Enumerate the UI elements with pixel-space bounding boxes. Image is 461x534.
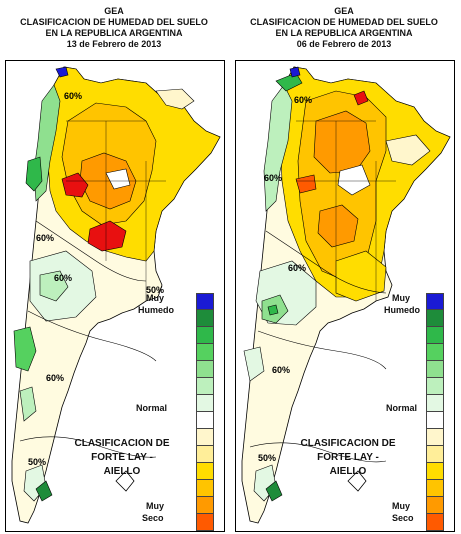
legend-swatch	[426, 514, 444, 531]
map-date: 13 de Febrero de 2013	[66, 39, 162, 49]
title-line1: CLASIFICACION DE HUMEDAD DEL SUELO	[250, 17, 438, 27]
contour-label: 60%	[46, 373, 64, 383]
argentina-map-svg: 60% 60% 60% 50% 60% 50%	[11, 66, 221, 524]
legend-swatch	[426, 480, 444, 497]
map-date: 06 de Febrero de 2013	[296, 39, 392, 49]
soil-moisture-map: 60% 60% 60% 60% 50% Muy Humedo Normal Mu…	[235, 60, 455, 532]
legend-bottom-label-1: Muy	[392, 501, 410, 511]
legend-swatch	[426, 446, 444, 463]
legend-swatch	[426, 327, 444, 344]
legend-swatch	[196, 480, 214, 497]
title-line2: EN LA REPUBLICA ARGENTINA	[275, 28, 413, 38]
legend-mid-label: Normal	[386, 403, 418, 413]
classification-title-2: FORTE LAY - AIELLO	[91, 452, 153, 477]
legend-swatch	[426, 361, 444, 378]
legend-swatch	[426, 378, 444, 395]
legend-bottom-label-1: Muy	[146, 501, 164, 511]
panel-title-block: GEA CLASIFICACION DE HUMEDAD DEL SUELO E…	[232, 6, 456, 50]
header-gea: GEA	[334, 6, 354, 16]
contour-label: 60%	[36, 233, 54, 243]
argentina-map-svg: 60% 60% 60% 60% 50%	[241, 66, 451, 524]
classification-title: CLASIFICACION DE FORTE LAY - AIELLO	[298, 437, 398, 479]
map-panel-left: GEA CLASIFICACION DE HUMEDAD DEL SUELO E…	[2, 0, 226, 534]
legend-top-label-2: Humedo	[138, 305, 174, 315]
contour-label: 60%	[272, 365, 290, 375]
contour-label: 60%	[264, 173, 282, 183]
legend-top-label-2: Humedo	[384, 305, 420, 315]
legend-swatch	[196, 497, 214, 514]
legend-swatch	[426, 412, 444, 429]
legend-swatch	[196, 463, 214, 480]
legend-swatch	[196, 412, 214, 429]
legend-swatch	[426, 497, 444, 514]
legend-scale	[426, 293, 444, 532]
legend-bottom-label-2: Seco	[142, 513, 164, 523]
legend-swatch	[196, 378, 214, 395]
contour-label: 60%	[54, 273, 72, 283]
legend-swatch	[196, 310, 214, 327]
contour-label: 60%	[294, 95, 312, 105]
classification-title: CLASIFICACION DE FORTE LAY - AIELLO	[72, 437, 172, 479]
legend-swatch	[426, 531, 444, 532]
contour-label: 50%	[28, 457, 46, 467]
legend-swatch	[196, 361, 214, 378]
legend-swatch	[426, 395, 444, 412]
contour-label: 50%	[258, 453, 276, 463]
legend-swatch	[426, 463, 444, 480]
legend-swatch	[196, 531, 214, 532]
legend-swatch	[426, 310, 444, 327]
legend-scale	[196, 293, 214, 532]
legend-swatch	[426, 344, 444, 361]
map-panel-right: GEA CLASIFICACION DE HUMEDAD DEL SUELO E…	[232, 0, 456, 534]
contour-label: 50%	[146, 285, 164, 295]
title-line2: EN LA REPUBLICA ARGENTINA	[45, 28, 183, 38]
classification-title-1: CLASIFICACION DE	[300, 438, 396, 449]
legend-swatch	[196, 514, 214, 531]
classification-title-2: FORTE LAY - AIELLO	[317, 452, 379, 477]
legend-swatch	[426, 293, 444, 310]
contour-label: 60%	[64, 91, 82, 101]
header-gea: GEA	[104, 6, 124, 16]
soil-moisture-map: 60% 60% 60% 50% 60% 50% Muy Humedo Norma…	[5, 60, 225, 532]
legend-swatch	[426, 429, 444, 446]
legend-swatch	[196, 429, 214, 446]
contour-label: 60%	[288, 263, 306, 273]
legend-swatch	[196, 327, 214, 344]
legend-top-label-1: Muy	[146, 293, 164, 303]
title-line1: CLASIFICACION DE HUMEDAD DEL SUELO	[20, 17, 208, 27]
legend-swatch	[196, 344, 214, 361]
legend-mid-label: Normal	[136, 403, 168, 413]
panel-title-block: GEA CLASIFICACION DE HUMEDAD DEL SUELO E…	[2, 6, 226, 50]
legend-top-label-1: Muy	[392, 293, 410, 303]
classification-title-1: CLASIFICACION DE	[74, 438, 170, 449]
legend-swatch	[196, 293, 214, 310]
legend-swatch	[196, 395, 214, 412]
legend-swatch	[196, 446, 214, 463]
legend-bottom-label-2: Seco	[392, 513, 414, 523]
